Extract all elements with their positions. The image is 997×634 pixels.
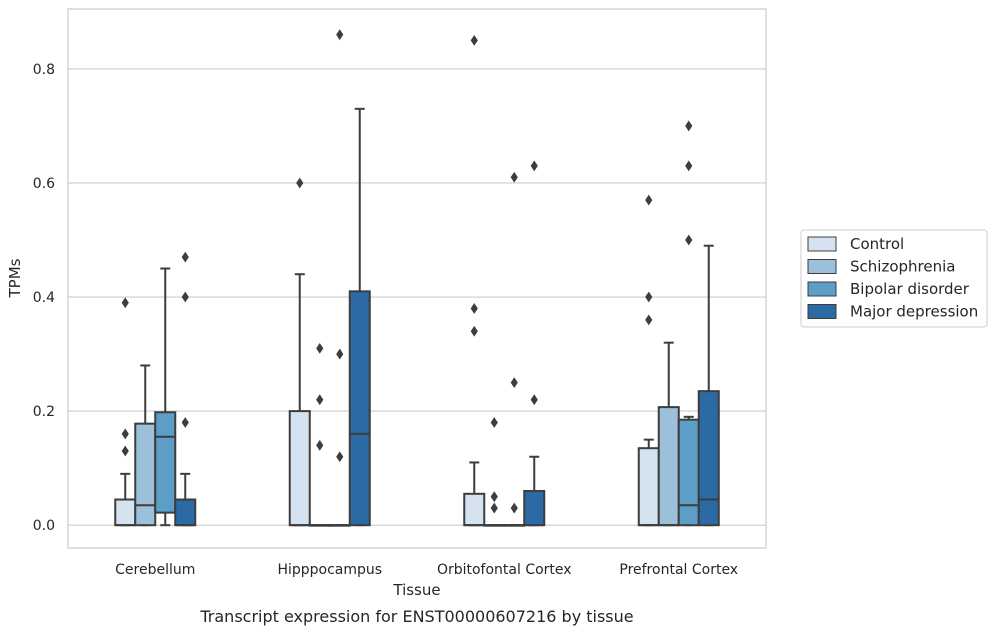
box <box>114 498 137 527</box>
x-tick-labels: Cerebellum Hipppocampus Orbitofontal Corte… <box>115 562 738 578</box>
legend-swatch <box>807 281 837 297</box>
box <box>154 411 177 514</box>
legend-swatch <box>807 236 837 252</box>
box-group <box>677 120 700 527</box>
outlier-point <box>121 428 129 440</box>
outlier-point <box>121 297 129 309</box>
box <box>134 422 157 527</box>
legend-label: Schizophrenia <box>850 258 955 276</box>
box <box>677 418 700 527</box>
outlier-point <box>181 251 189 263</box>
box-group <box>308 342 331 527</box>
outlier-point <box>645 291 653 303</box>
outlier-point <box>490 502 498 514</box>
outlier-point <box>510 502 518 514</box>
x-tick-label: Hipppocampus <box>277 562 382 578</box>
outlier-point <box>685 160 693 172</box>
legend-frame <box>800 229 988 328</box>
outlier-point <box>121 445 129 457</box>
legend: Control Schizophrenia Bipolar disorder Majo… <box>800 229 988 328</box>
box <box>463 492 486 527</box>
outlier-point <box>470 303 478 314</box>
x-tick-label: Prefrontal Cortex <box>619 562 738 578</box>
boxes-layer <box>114 29 720 527</box>
box <box>523 489 546 527</box>
box-group <box>348 107 371 527</box>
outlier-point <box>181 417 189 428</box>
outlier-point <box>510 171 518 183</box>
legend-label: Bipolar disorder <box>850 280 970 298</box>
legend-swatch <box>807 304 837 319</box>
box <box>288 410 311 527</box>
outlier-point <box>510 377 518 388</box>
box-group <box>174 251 197 527</box>
box-group <box>483 417 506 527</box>
outlier-point <box>490 491 498 503</box>
legend-label: Major depression <box>850 303 978 321</box>
figure-caption: Transcript expression for ENST0000060721… <box>199 607 633 626</box>
outlier-point <box>336 348 344 360</box>
box <box>697 390 720 527</box>
outlier-point <box>490 417 498 428</box>
box <box>657 406 680 527</box>
x-axis-label: Tissue <box>392 581 440 599</box>
box <box>348 290 371 527</box>
box-group <box>463 34 486 527</box>
y-tick-label: 0.8 <box>33 62 55 78</box>
plot-frame <box>67 8 767 549</box>
legend-label: Control <box>850 235 904 253</box>
x-tick-label: Cerebellum <box>115 562 195 578</box>
outlier-point <box>296 177 304 189</box>
box-group <box>114 297 137 527</box>
y-tick-label: 0.4 <box>33 290 55 306</box>
outlier-point <box>645 314 653 326</box>
outlier-point <box>316 439 324 451</box>
outlier-point <box>685 120 693 132</box>
y-tick-label: 0.6 <box>33 176 55 192</box>
box-group <box>154 267 177 527</box>
x-tick-label: Orbitofontal Cortex <box>437 562 572 578</box>
y-tick-label: 0.2 <box>33 404 55 420</box>
outlier-point <box>470 325 478 337</box>
outlier-point <box>316 342 324 354</box>
y-tick-label: 0.0 <box>33 518 55 534</box>
outlier-point <box>530 394 538 406</box>
box-group <box>288 177 311 527</box>
outlier-point <box>470 34 478 46</box>
outlier-point <box>181 291 189 303</box>
outlier-point <box>530 160 538 172</box>
legend-swatch <box>807 259 837 274</box>
box-group <box>503 171 526 527</box>
outlier-point <box>336 29 344 41</box>
box-group <box>523 160 546 527</box>
outlier-point <box>336 451 344 463</box>
box-group <box>697 244 720 527</box>
outlier-point <box>685 234 693 246</box>
y-axis-label: TPMs <box>6 258 24 298</box>
outlier-point <box>645 194 653 206</box>
box <box>174 498 197 527</box>
box <box>637 447 660 527</box>
y-tick-labels: 0.0 0.2 0.4 0.6 0.8 <box>33 62 55 534</box>
outlier-point <box>316 394 324 406</box>
